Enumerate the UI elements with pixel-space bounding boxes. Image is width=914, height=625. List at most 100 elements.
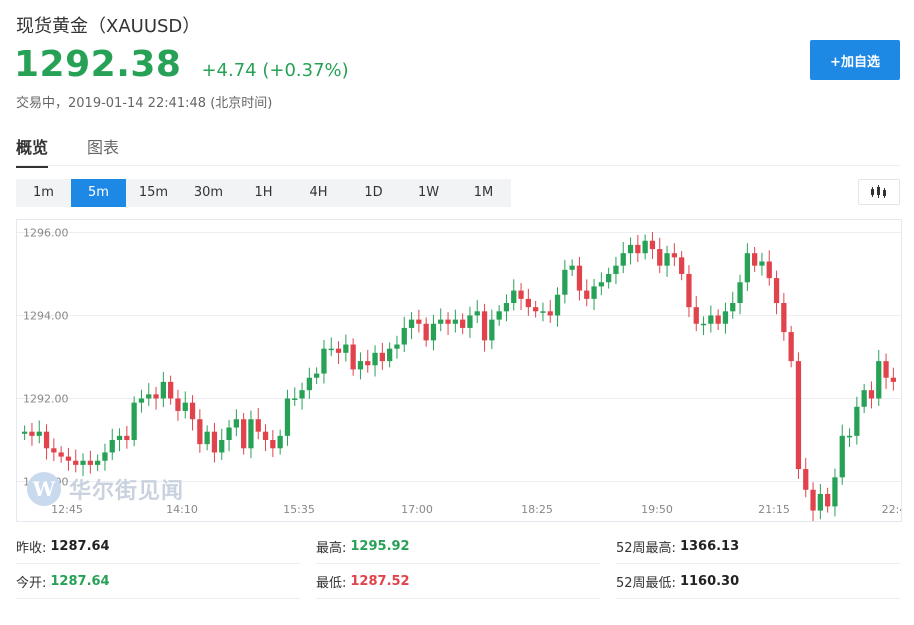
price-chart[interactable]: 1290.001292.001294.001296.0012:4514:1015… bbox=[16, 219, 902, 522]
candle-body bbox=[241, 419, 247, 449]
candle-body bbox=[22, 431, 28, 434]
candle-body bbox=[131, 402, 137, 440]
candle-body bbox=[737, 282, 743, 304]
stat-label: 52周最低: bbox=[616, 576, 676, 591]
candle-body bbox=[372, 352, 378, 366]
candle-body bbox=[387, 348, 393, 362]
watermark-text: 华尔街见闻 bbox=[69, 479, 185, 504]
candle-body bbox=[306, 377, 312, 391]
candle-body bbox=[686, 273, 692, 308]
interval-5m[interactable]: 5m bbox=[71, 179, 126, 207]
stat-value: 1287.64 bbox=[50, 539, 110, 554]
candle-body bbox=[868, 390, 875, 399]
interval-1mo[interactable]: 1M bbox=[473, 185, 494, 200]
stat-52w-high: 52周最高: 1366.13 bbox=[616, 530, 900, 564]
candle-body bbox=[394, 344, 400, 349]
candle-body bbox=[627, 244, 634, 254]
candle-body bbox=[715, 315, 721, 324]
interval-30m[interactable]: 30m bbox=[193, 185, 224, 200]
candle-body bbox=[219, 439, 225, 453]
interval-1d[interactable]: 1D bbox=[364, 185, 383, 200]
tab-bar: 概览 图表 bbox=[16, 134, 900, 168]
candle-body bbox=[810, 489, 816, 511]
interval-1m[interactable]: 1m bbox=[33, 185, 54, 200]
page-title: 现货黄金（XAUUSD） bbox=[16, 16, 201, 37]
candle-body bbox=[153, 394, 159, 399]
candle-body bbox=[883, 361, 889, 378]
add-watchlist-button[interactable]: +加自选 bbox=[810, 40, 900, 80]
tab-chart[interactable]: 图表 bbox=[87, 138, 120, 157]
candle-body bbox=[335, 348, 342, 353]
candle-body bbox=[452, 319, 458, 324]
x-tick-label: 22:4 bbox=[882, 503, 902, 516]
candle-body bbox=[43, 431, 50, 449]
y-tick-label: 1292.00 bbox=[23, 392, 69, 405]
candle-body bbox=[321, 348, 327, 374]
candle-body bbox=[357, 361, 364, 370]
candle-body bbox=[343, 344, 349, 353]
candle-body bbox=[197, 419, 203, 445]
candle-body bbox=[379, 352, 385, 362]
candle-body bbox=[642, 240, 648, 254]
interval-4h[interactable]: 4H bbox=[309, 185, 328, 200]
candle-body bbox=[408, 319, 415, 328]
x-tick-label: 19:50 bbox=[641, 503, 673, 516]
stat-label: 52周最高: bbox=[616, 541, 676, 556]
candle-body bbox=[58, 452, 64, 457]
candle-body bbox=[679, 257, 685, 274]
candle-body bbox=[467, 315, 473, 328]
candle-body bbox=[175, 398, 181, 411]
candle-body bbox=[65, 456, 72, 461]
candle-body bbox=[138, 398, 145, 403]
candle-body bbox=[211, 431, 218, 453]
candle-body bbox=[825, 493, 831, 507]
price-row: 1292.38 +4.74 (+0.37%) bbox=[14, 44, 349, 85]
candle-body bbox=[73, 460, 79, 465]
candle-body bbox=[817, 493, 823, 511]
stat-prev-close: 昨收: 1287.64 bbox=[16, 530, 300, 564]
candle-body bbox=[401, 327, 407, 345]
candle-body bbox=[664, 253, 670, 266]
candle-body bbox=[124, 435, 130, 440]
candle-body bbox=[518, 290, 524, 299]
stat-label: 今开: bbox=[16, 576, 47, 591]
x-tick-label: 12:45 bbox=[51, 503, 83, 516]
stat-label: 最高: bbox=[316, 541, 347, 556]
candle-body bbox=[766, 261, 772, 279]
candle-body bbox=[430, 323, 437, 341]
chart-type-button[interactable] bbox=[858, 179, 900, 205]
candle-body bbox=[481, 311, 488, 341]
candle-body bbox=[700, 323, 707, 326]
watermark: W 华尔街见闻 bbox=[27, 472, 184, 506]
x-tick-label: 15:35 bbox=[283, 503, 315, 516]
candle-body bbox=[759, 261, 765, 266]
candle-body bbox=[248, 419, 254, 449]
candle-body bbox=[189, 402, 196, 420]
current-price: 1292.38 bbox=[14, 44, 182, 85]
candle-body bbox=[730, 303, 736, 312]
interval-1w[interactable]: 1W bbox=[417, 185, 440, 200]
trade-status: 交易中，2019-01-14 22:41:48 (北京时间) bbox=[16, 96, 273, 111]
candlestick-icon bbox=[871, 185, 886, 198]
candle-body bbox=[29, 431, 35, 436]
tab-overview[interactable]: 概览 bbox=[16, 134, 49, 168]
candle-body bbox=[598, 282, 604, 287]
interval-1h[interactable]: 1H bbox=[254, 185, 273, 200]
candle-body bbox=[722, 311, 729, 324]
x-tick-label: 18:25 bbox=[521, 503, 553, 516]
candle-body bbox=[635, 244, 641, 254]
candle-body bbox=[846, 435, 853, 438]
candle-body bbox=[795, 361, 802, 470]
candle-body bbox=[109, 439, 115, 453]
candle-body bbox=[277, 435, 283, 449]
candle-body bbox=[226, 427, 232, 440]
candle-body bbox=[489, 319, 495, 341]
interval-15m[interactable]: 15m bbox=[138, 185, 169, 200]
stat-high: 最高: 1295.92 bbox=[316, 530, 600, 564]
candle-body bbox=[708, 315, 714, 324]
stat-value: 1366.13 bbox=[679, 539, 740, 554]
candle-body bbox=[146, 394, 152, 399]
candle-body bbox=[233, 419, 239, 428]
candle-body bbox=[503, 303, 510, 312]
candle-body bbox=[438, 319, 444, 324]
